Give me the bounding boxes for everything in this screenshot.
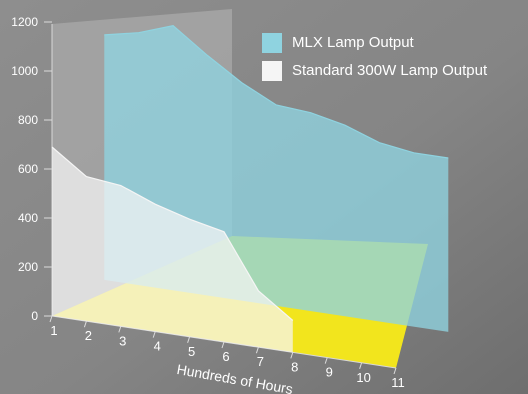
legend-item-mlx: MLX Lamp Output: [262, 30, 487, 55]
x-tick-label: 3: [119, 333, 126, 348]
series-area-1: [52, 147, 293, 353]
x-tick: [118, 326, 122, 333]
legend-label-standard: Standard 300W Lamp Output: [292, 62, 488, 79]
y-tick-label: 200: [18, 260, 38, 274]
y-tick-label: 1000: [11, 64, 38, 78]
x-tick-label: 5: [188, 344, 195, 359]
x-tick: [393, 367, 397, 375]
x-tick-label: 1: [50, 323, 57, 338]
x-axis-title: Hundreds of Hours: [176, 361, 295, 394]
legend: MLX Lamp Output Standard 300W Lamp Outpu…: [262, 30, 487, 86]
y-axis-ticks: 0 200 400 600 800 1000 1200: [11, 15, 52, 323]
legend-swatch-standard: [262, 60, 282, 81]
legend-label-mlx: MLX Lamp Output: [292, 34, 414, 51]
x-tick-label: 8: [291, 359, 298, 374]
x-tick-label: 7: [257, 354, 264, 369]
x-tick: [324, 357, 328, 364]
x-tick-label: 2: [85, 328, 92, 343]
x-tick-label: 11: [391, 375, 405, 390]
legend-item-standard: Standard 300W Lamp Output: [262, 58, 487, 83]
x-tick: [359, 362, 363, 369]
x-axis-ticks: 1 2 3 4 5 6 7 8 9 10 11: [49, 315, 405, 390]
x-tick: [187, 336, 191, 343]
x-tick: [152, 331, 156, 338]
x-tick-label: 4: [154, 339, 161, 354]
y-tick-label: 400: [18, 211, 38, 225]
x-tick: [221, 341, 225, 349]
series-group: [51, 25, 449, 353]
x-tick: [83, 321, 87, 328]
y-tick-label: 600: [18, 162, 38, 176]
x-tick-label: 10: [356, 370, 370, 385]
legend-swatch-mlx: [262, 32, 282, 53]
x-tick-label: 6: [222, 349, 229, 364]
x-tick: [290, 352, 294, 359]
y-tick-label: 0: [31, 309, 38, 323]
x-tick-label: 9: [326, 365, 333, 380]
series-line-1: [51, 146, 294, 321]
x-tick: [49, 315, 53, 323]
x-tick: [255, 347, 259, 354]
y-tick-label: 1200: [11, 15, 38, 29]
y-tick-label: 800: [18, 113, 38, 127]
